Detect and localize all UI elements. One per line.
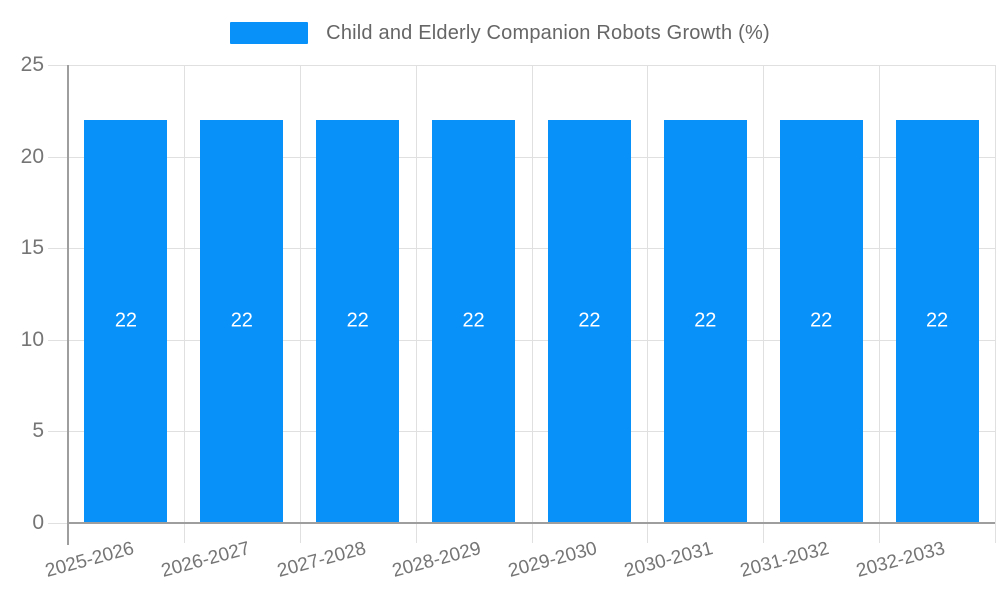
bar-2032-2033[interactable]: 22 xyxy=(895,119,979,523)
gridline-vertical xyxy=(415,65,417,543)
gridline-horizontal xyxy=(48,248,995,250)
bar-group: 22 xyxy=(879,65,995,523)
bar-group: 22 xyxy=(68,65,184,523)
gridline-vertical xyxy=(647,65,649,543)
y-axis-tick-label: 0 xyxy=(32,511,44,534)
y-axis-line xyxy=(67,65,69,545)
chart-legend[interactable]: Child and Elderly Companion Robots Growt… xyxy=(0,18,1000,48)
x-axis-line xyxy=(68,522,995,524)
bar-value-label: 22 xyxy=(114,309,138,332)
x-axis-tick-label: 2025-2026 xyxy=(43,538,137,582)
x-axis-tick-label: 2032-2033 xyxy=(854,538,948,582)
bar-2026-2027[interactable]: 22 xyxy=(200,119,284,523)
bar-value-label: 22 xyxy=(694,309,717,332)
x-axis-tick-label: 2027-2028 xyxy=(275,538,369,582)
bar-group: 22 xyxy=(532,65,648,523)
gridline-vertical xyxy=(879,65,881,543)
bar-value-label: 22 xyxy=(230,309,253,332)
bar-value-label: 22 xyxy=(462,309,485,332)
bar-value-label: 22 xyxy=(810,309,833,332)
bar-value-label: 22 xyxy=(578,309,601,332)
bar-2025-2026[interactable]: 22 xyxy=(84,119,168,523)
gridline-vertical xyxy=(183,65,185,543)
x-axis-tick-label: 2029-2030 xyxy=(506,538,600,582)
bar-value-label: 22 xyxy=(925,309,949,332)
bar-2027-2028[interactable]: 22 xyxy=(316,119,400,523)
bar-group: 22 xyxy=(416,65,532,523)
bar-group: 22 xyxy=(647,65,763,523)
bar-value-label: 22 xyxy=(346,309,369,332)
bar-group: 22 xyxy=(300,65,416,523)
gridline-horizontal xyxy=(48,156,995,158)
bar-2028-2029[interactable]: 22 xyxy=(432,119,516,523)
bar-2031-2032[interactable]: 22 xyxy=(779,119,863,523)
gridline-vertical xyxy=(763,65,765,543)
y-axis-tick-label: 25 xyxy=(20,53,44,76)
bar-2029-2030[interactable]: 22 xyxy=(547,119,631,523)
legend-swatch[interactable] xyxy=(230,22,309,44)
bar-group: 22 xyxy=(763,65,879,523)
gridline-vertical xyxy=(995,65,996,543)
x-axis-tick-label: 2031-2032 xyxy=(738,538,832,582)
gridline-horizontal xyxy=(48,65,995,66)
y-axis-tick-label: 20 xyxy=(20,144,44,168)
bar-series: 22 22 22 22 22 xyxy=(68,65,995,523)
y-axis-tick-label: 5 xyxy=(32,419,44,443)
gridline-horizontal xyxy=(48,339,995,341)
y-axis-tick-label: 10 xyxy=(20,327,44,351)
gridline-vertical xyxy=(299,65,301,543)
y-axis-tick-label: 15 xyxy=(20,236,44,260)
chart-title: Child and Elderly Companion Robots Growt… xyxy=(326,21,770,44)
x-axis-tick-label: 2026-2027 xyxy=(159,538,253,582)
plot-area: 22 22 22 22 22 xyxy=(48,65,996,545)
x-axis-tick-label: 2028-2029 xyxy=(390,538,484,582)
bar-group: 22 xyxy=(184,65,300,523)
bar-2030-2031[interactable]: 22 xyxy=(663,119,747,523)
gridline-vertical xyxy=(531,65,533,543)
gridline-horizontal xyxy=(48,431,995,433)
x-axis-tick-label: 2030-2031 xyxy=(622,538,716,582)
